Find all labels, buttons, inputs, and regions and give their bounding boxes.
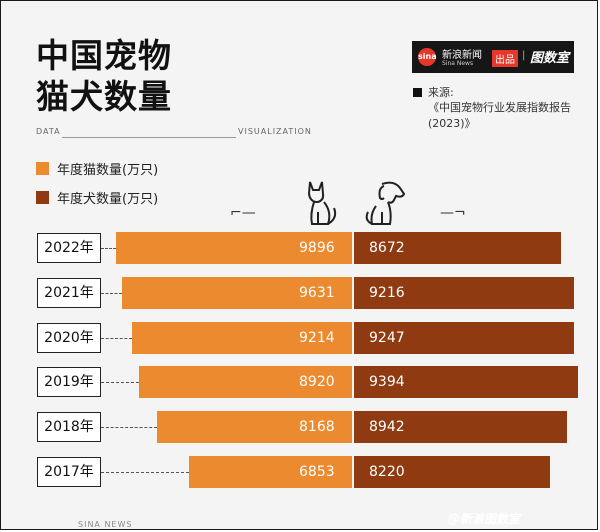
dog-value-label: 8672 xyxy=(369,240,405,256)
data-caption: DATA xyxy=(36,127,61,136)
dog-value-label: 9247 xyxy=(369,329,405,346)
cat-bar xyxy=(188,456,353,488)
legend-swatch-dog xyxy=(36,191,49,204)
bar-divider xyxy=(352,276,354,309)
cat-value-label: 6853 xyxy=(299,464,335,480)
cat-value-label: 9631 xyxy=(299,284,335,301)
legend-swatch-cat xyxy=(36,162,49,175)
leader-line xyxy=(101,248,116,249)
dog-bar xyxy=(353,366,578,399)
brand-cn: 新浪新闻 xyxy=(442,50,482,61)
bar-divider xyxy=(352,456,354,488)
title-line-1: 中国宠物 xyxy=(36,36,172,75)
dog-value-label: 9216 xyxy=(369,284,405,301)
dog-bar xyxy=(353,276,574,309)
year-label: 2019年 xyxy=(37,367,101,398)
cat-bar xyxy=(157,411,353,444)
footer-left: SINA NEWS xyxy=(78,520,133,529)
bar-divider xyxy=(352,321,354,354)
footer-right: @新浪图数室 xyxy=(448,512,521,526)
bar-divider xyxy=(352,366,354,399)
cat-value-label: 8920 xyxy=(299,374,335,391)
title-line-2: 猫犬数量 xyxy=(36,77,172,116)
cat-value-label: 9896 xyxy=(299,240,335,256)
brand-badge: 出品 xyxy=(492,50,518,67)
source-label: 来源: xyxy=(428,86,454,99)
year-label: 2020年 xyxy=(37,322,101,353)
leader-line xyxy=(101,337,133,339)
leader-line xyxy=(101,382,140,384)
year-label: 2021年 xyxy=(37,277,101,308)
leader-line xyxy=(101,292,123,294)
brand-banner: sina 新浪新闻 Sina News 出品 | 图数室 xyxy=(412,41,574,73)
dog-value-label: 8942 xyxy=(369,419,405,436)
visualization-caption: VISUALIZATION xyxy=(238,127,312,136)
cat-bar xyxy=(116,232,353,264)
brand-en: Sina News xyxy=(442,60,474,67)
leader-line xyxy=(101,427,158,429)
leader-line xyxy=(101,472,189,473)
legend-label-dog: 年度犬数量(万只) xyxy=(57,192,159,207)
bar-divider xyxy=(352,232,354,264)
brand-separator: | xyxy=(522,50,526,61)
year-label: 2022年 xyxy=(37,233,101,263)
legend-label-cat: 年度猫数量(万只) xyxy=(57,163,159,178)
header-rule xyxy=(62,137,236,138)
dog-bar xyxy=(353,411,568,444)
dog-icon xyxy=(365,181,406,225)
dog-bar xyxy=(353,232,561,264)
brand-name: 图数室 xyxy=(530,51,570,66)
cat-bar xyxy=(139,366,353,399)
cat-value-label: 8168 xyxy=(299,419,335,436)
year-label: 2017年 xyxy=(37,457,101,487)
dog-bar xyxy=(353,321,575,354)
cat-bar xyxy=(132,321,353,354)
cat-value-label: 9214 xyxy=(299,329,335,346)
dog-value-label: 8220 xyxy=(369,464,405,480)
source-text: 《中国宠物行业发展指数报告(2023)》 xyxy=(428,101,571,130)
right-arrow-icon: —¬ xyxy=(440,205,466,221)
sina-logo-icon: sina xyxy=(418,48,437,66)
source-marker xyxy=(413,88,422,97)
cat-icon xyxy=(307,181,337,225)
cat-bar xyxy=(122,276,353,309)
dog-value-label: 9394 xyxy=(369,374,405,391)
dog-bar xyxy=(353,456,550,488)
left-arrow-icon: ⌐— xyxy=(230,205,256,221)
bar-divider xyxy=(352,411,354,444)
year-label: 2018年 xyxy=(37,412,101,443)
